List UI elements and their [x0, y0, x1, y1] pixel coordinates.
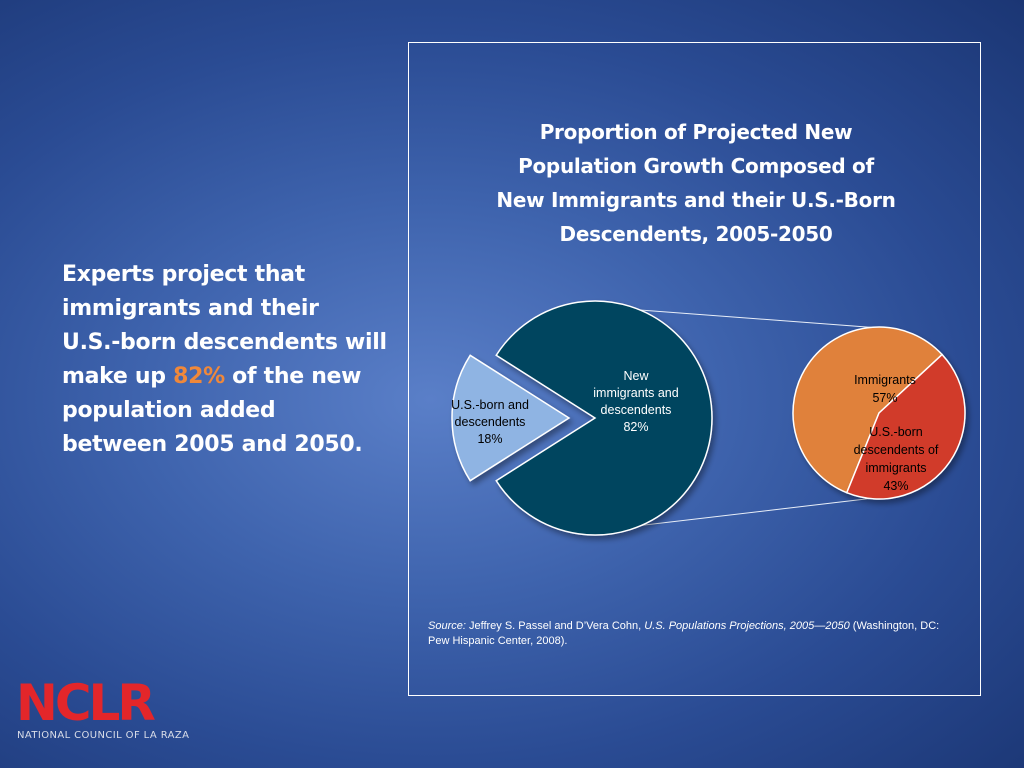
intro-line: U.S.-born descendents will [62, 330, 387, 355]
slice-label-immigrants: Immigrants 57% [854, 373, 916, 405]
chart-title-line: Population Growth Composed of [518, 154, 874, 178]
slice-label-us-born-descendents-line: U.S.-born [869, 425, 923, 439]
intro-line: make up 82% of the new [62, 360, 402, 394]
slice-label-us-born-descendents-line: immigrants [865, 461, 926, 475]
intro-text-segment: of the new [224, 364, 362, 389]
pie-slice-immigrants [792, 326, 944, 494]
slice-label-new-immigrants-line: 82% [623, 420, 648, 434]
chart-title-line: Descendents, 2005-2050 [559, 222, 833, 246]
slice-label-new-immigrants-line: New [623, 369, 649, 383]
slice-label-us-born-line: descendents [455, 415, 526, 429]
slice-label-us-born: U.S.-born and descendents 18% [451, 398, 529, 446]
slice-label-new-immigrants-line: descendents [601, 403, 672, 417]
pie-slice-new-immigrants [495, 300, 713, 536]
chart-title: Proportion of Projected New Population G… [460, 115, 932, 251]
pie-slice-us-born [451, 354, 571, 482]
intro-text: Experts project that immigrants and thei… [62, 258, 402, 462]
nclr-logo-subtitle: NATIONAL COUNCIL OF LA RAZA [17, 730, 190, 741]
source-note: Source: Jeffrey S. Passel and D’Vera Coh… [428, 619, 958, 649]
intro-line: population added [62, 398, 276, 423]
source-rest: (Washington, DC: Pew Hispanic Center, 20… [428, 620, 940, 647]
slice-label-immigrants-line: Immigrants [854, 373, 916, 387]
source-authors: Jeffrey S. Passel and D’Vera Cohn, [465, 620, 645, 632]
intro-line: Experts project that [62, 262, 305, 287]
chart-frame [408, 42, 981, 696]
slice-label-us-born-line: 18% [477, 432, 502, 446]
slice-label-new-immigrants: New immigrants and descendents 82% [593, 369, 678, 434]
intro-line: between 2005 and 2050. [62, 432, 363, 457]
slice-label-us-born-descendents-line: 43% [883, 479, 908, 493]
slice-label-new-immigrants-line: immigrants and [593, 386, 678, 400]
intro-line: immigrants and their [62, 296, 319, 321]
slice-label-us-born-line: U.S.-born and [451, 398, 529, 412]
slice-label-immigrants-line: 57% [872, 391, 897, 405]
slice-label-us-born-descendents: U.S.-born descendents of immigrants 43% [854, 425, 939, 493]
highlight-percent: 82% [173, 364, 225, 389]
source-work: U.S. Populations Projections, 2005—2050 [644, 620, 850, 632]
intro-text-segment: make up [62, 364, 174, 389]
source-label: Source: [428, 620, 466, 632]
pie-slice-us-born-descendents [845, 353, 966, 500]
chart-title-line: New Immigrants and their U.S.-Born [496, 188, 896, 212]
chart-title-line: Proportion of Projected New [539, 120, 853, 144]
nclr-logo: NCLR [16, 674, 156, 732]
slice-label-us-born-descendents-line: descendents of [854, 443, 939, 457]
